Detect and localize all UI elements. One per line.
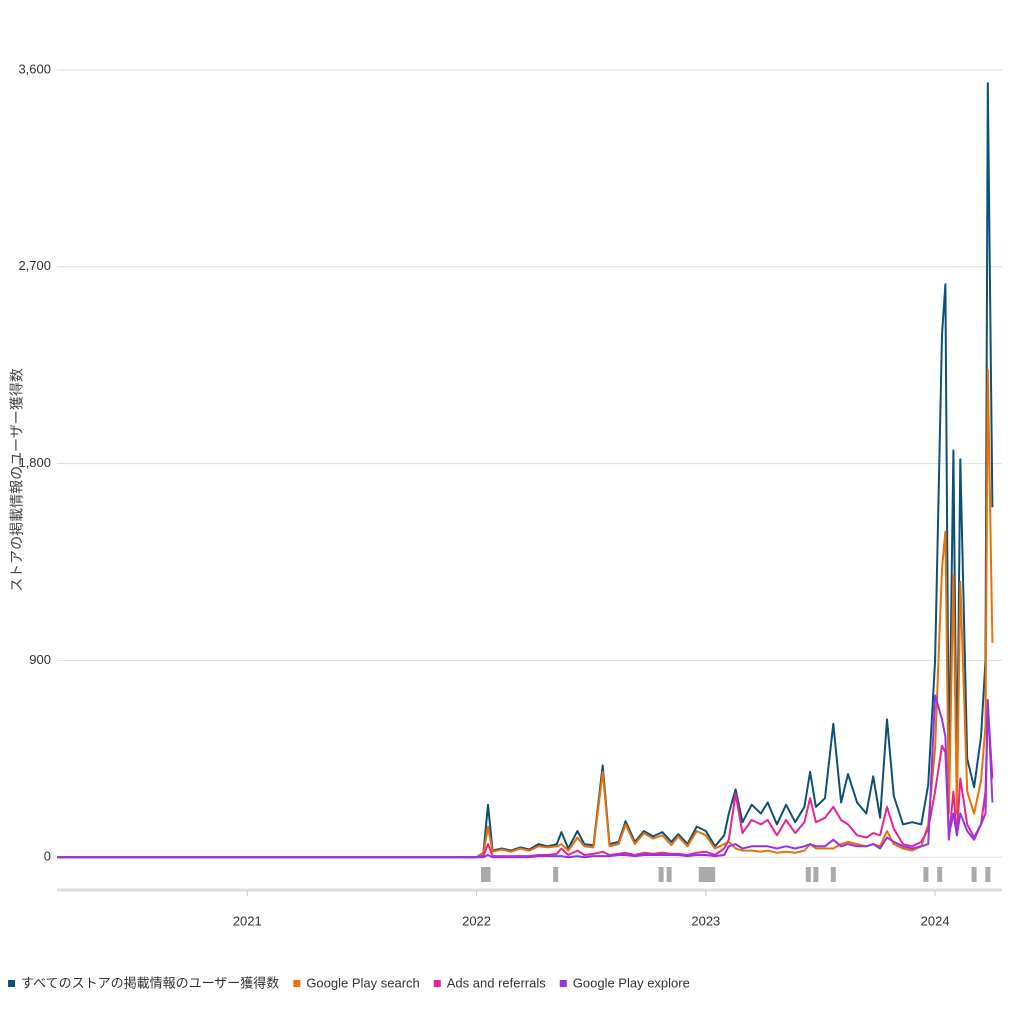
event-marker[interactable] <box>971 867 977 882</box>
event-marker[interactable] <box>666 867 672 882</box>
event-marker[interactable] <box>485 867 491 882</box>
legend-swatch[interactable] <box>433 980 441 987</box>
y-axis-title: ストアの掲載情報のユーザー獲得数 <box>9 368 25 592</box>
y-tick-label: 1,800 <box>18 455 51 470</box>
legend-swatch[interactable] <box>559 980 567 987</box>
legend-label[interactable]: すべてのストアの掲載情報のユーザー獲得数 <box>21 975 279 990</box>
series-line <box>57 694 994 859</box>
y-tick-label: 900 <box>29 652 51 667</box>
event-marker[interactable] <box>985 867 991 882</box>
event-marker[interactable] <box>923 867 929 882</box>
event-marker[interactable] <box>830 867 836 882</box>
y-tick-label: 0 <box>44 849 51 864</box>
event-marker[interactable] <box>813 867 819 882</box>
x-tick-label: 2023 <box>691 913 720 928</box>
legend-label[interactable]: Google Play explore <box>573 975 690 990</box>
event-marker[interactable] <box>805 867 811 882</box>
event-marker[interactable] <box>937 867 943 882</box>
y-tick-label: 3,600 <box>18 61 51 76</box>
legend-swatch[interactable] <box>8 980 15 987</box>
legend-label[interactable]: Google Play search <box>306 975 419 990</box>
event-marker[interactable] <box>710 867 716 882</box>
series-line <box>57 82 994 859</box>
legend-label[interactable]: Ads and referrals <box>447 975 546 990</box>
legend-swatch[interactable] <box>293 980 301 987</box>
x-tick-label: 2021 <box>233 913 262 928</box>
event-marker[interactable] <box>553 867 559 882</box>
x-tick-label: 2022 <box>462 913 491 928</box>
event-marker[interactable] <box>658 867 664 882</box>
series-line <box>57 703 994 859</box>
x-tick-label: 2024 <box>921 913 950 928</box>
y-tick-label: 2,700 <box>18 258 51 273</box>
series-line <box>57 368 994 859</box>
